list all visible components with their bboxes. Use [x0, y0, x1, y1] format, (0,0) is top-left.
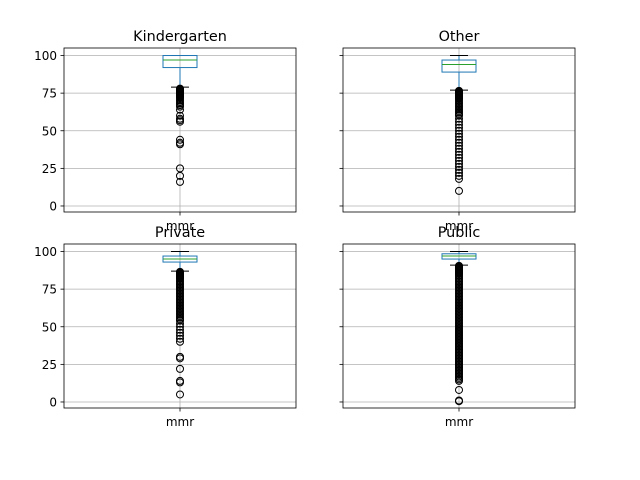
outlier-point	[455, 156, 463, 165]
outlier-point	[455, 397, 463, 406]
y-tick-label: 100	[34, 49, 57, 63]
outlier-point	[455, 153, 463, 162]
outlier-point	[455, 376, 463, 385]
outlier-point	[176, 105, 184, 114]
outlier-point	[455, 123, 463, 132]
outlier-point	[455, 162, 463, 171]
outlier-point	[176, 164, 184, 173]
subplot-title: Kindergarten	[133, 29, 227, 45]
outlier-point	[455, 168, 463, 177]
outlier-point	[176, 331, 184, 340]
y-tick-label: 100	[34, 245, 57, 259]
outlier-point	[176, 111, 184, 120]
outlier-point	[455, 138, 463, 147]
iqr-box	[162, 55, 198, 69]
outlier-point	[176, 177, 184, 186]
outlier-point	[176, 325, 184, 334]
outlier-point	[455, 126, 463, 135]
outlier-point	[455, 141, 463, 150]
outlier-point	[455, 135, 463, 144]
subplot-public: mmr Public	[339, 225, 576, 429]
axes-frame	[342, 243, 576, 409]
outlier-point	[455, 129, 463, 138]
subplot-private: 0 25 50 75 100 mmr Private	[34, 225, 297, 429]
outlier-point	[176, 140, 184, 149]
outlier-point	[176, 322, 184, 331]
y-tick-label: 0	[49, 395, 57, 409]
outlier-point	[455, 159, 463, 168]
outlier-point	[455, 120, 463, 129]
y-tick-label: 25	[42, 162, 57, 176]
outlier-point	[176, 102, 184, 111]
subplot-title: Private	[155, 225, 205, 241]
outlier-point	[176, 171, 184, 180]
outlier-point	[455, 147, 463, 156]
outlier-point	[455, 114, 463, 123]
outlier-point	[176, 316, 184, 325]
y-tick-label: 75	[42, 283, 57, 297]
y-tick-label: 25	[42, 358, 57, 372]
y-tick-label: 75	[42, 87, 57, 101]
y-tick-label: 0	[49, 199, 57, 213]
y-tick-label: 50	[42, 320, 57, 334]
outlier-point	[176, 337, 184, 346]
axes-frame	[63, 243, 297, 409]
subplot-other: mmr Other	[339, 29, 576, 233]
subplot-title: Other	[439, 29, 480, 45]
outlier-point	[455, 117, 463, 126]
outlier-point	[455, 111, 463, 120]
outlier-point	[455, 144, 463, 153]
subplot-title: Public	[438, 225, 481, 241]
outlier-point	[176, 334, 184, 343]
subplot-kindergarten: 0 25 50 75 100 mmr Kindergarten	[34, 29, 297, 233]
outlier-point	[455, 385, 463, 394]
outlier-point	[176, 364, 184, 373]
outlier-point	[176, 354, 184, 363]
axes-frame	[342, 47, 576, 213]
x-tick-label: mmr	[166, 219, 194, 233]
outlier-point	[176, 117, 184, 126]
outlier-point	[176, 135, 184, 144]
outlier-point	[455, 171, 463, 180]
x-tick-label: mmr	[445, 415, 473, 429]
outlier-point	[455, 165, 463, 174]
x-tick-label: mmr	[445, 219, 473, 233]
outlier-point	[176, 390, 184, 399]
iqr-box	[441, 59, 477, 73]
outlier-point	[455, 174, 463, 183]
outlier-point	[176, 319, 184, 328]
outlier-point	[455, 186, 463, 195]
x-tick-label: mmr	[166, 415, 194, 429]
outlier-point	[176, 328, 184, 337]
outlier-point	[176, 378, 184, 387]
axes-frame	[63, 47, 297, 213]
outlier-point	[455, 132, 463, 141]
outlier-point	[455, 150, 463, 159]
y-tick-label: 50	[42, 124, 57, 138]
